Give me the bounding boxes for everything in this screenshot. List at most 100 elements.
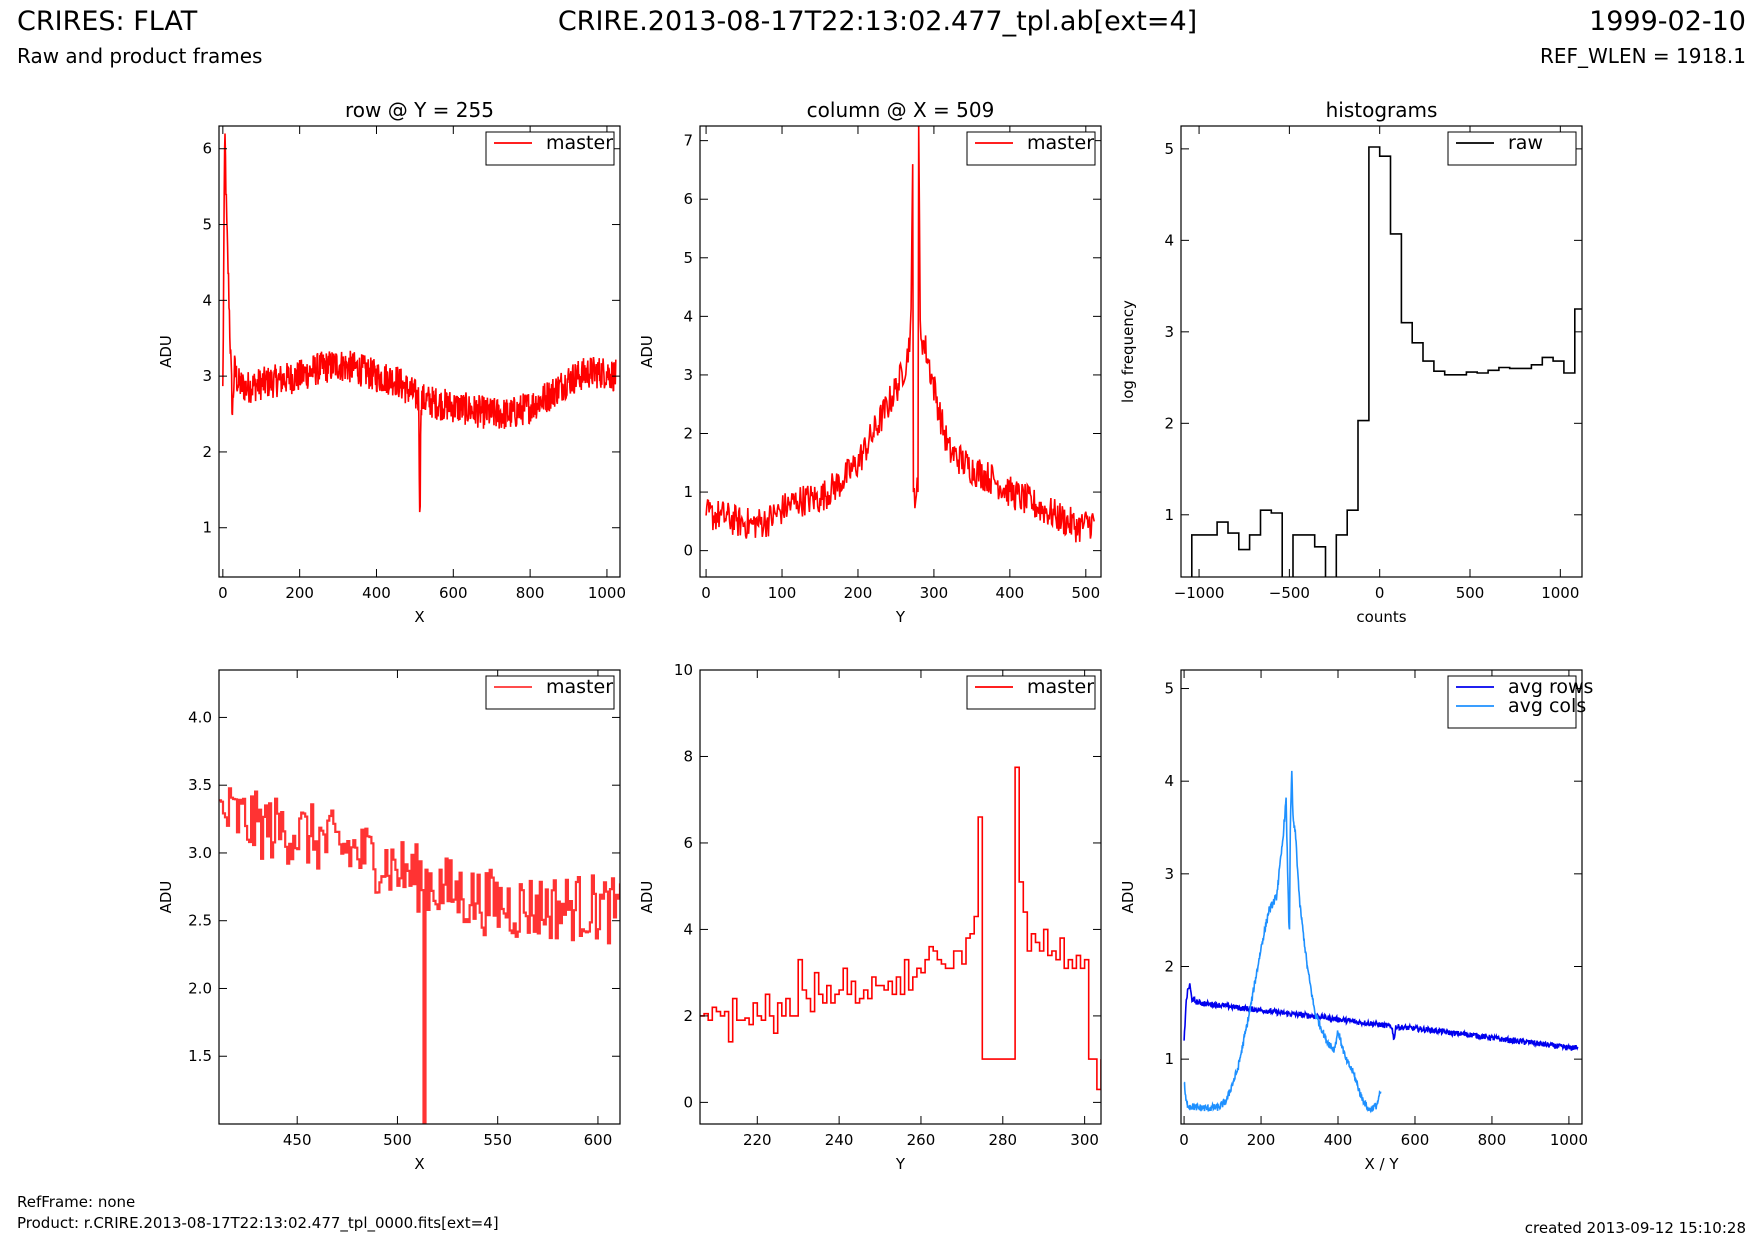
legend-label: avg cols [1508, 695, 1586, 717]
series-line-1 [1191, 146, 1582, 577]
x-tick-label: 500 [383, 1131, 412, 1149]
legend-label: master [1027, 132, 1094, 154]
x-axis-label: counts [1356, 608, 1406, 626]
x-tick-label: 600 [584, 1131, 613, 1149]
x-tick-label: 300 [1070, 1131, 1099, 1149]
x-tick-label: 300 [920, 584, 949, 602]
legend-label: raw [1508, 132, 1543, 154]
legend-label: master [546, 676, 613, 698]
page-subtitle: Raw and product frames [17, 44, 263, 68]
y-tick-label: 3 [1164, 865, 1174, 883]
product-label: Product: r.CRIRE.2013-08-17T22:13:02.477… [17, 1214, 499, 1232]
y-tick-label: 4 [683, 307, 693, 325]
y-tick-label: 5 [683, 249, 693, 267]
y-tick-label: 4 [202, 291, 212, 309]
x-tick-label: 220 [743, 1131, 772, 1149]
x-tick-label: 240 [825, 1131, 854, 1149]
series-line-2 [1183, 770, 1382, 1114]
legend-box [485, 675, 615, 710]
plot-frame [1180, 669, 1583, 1125]
x-tick-label: 100 [768, 584, 797, 602]
y-tick-label: 4 [1164, 231, 1174, 249]
plot-area [222, 133, 617, 513]
legend: master [966, 131, 1096, 166]
y-tick-label: 6 [683, 834, 693, 852]
legend-box [966, 131, 1096, 166]
y-axis-label: ADU [157, 881, 175, 914]
legend: raw [1447, 131, 1577, 166]
ref-wlen-label: REF_WLEN = 1918.1 [1539, 44, 1746, 68]
y-tick-label: 3 [683, 366, 693, 384]
page-title: CRIRES: FLAT [17, 6, 198, 37]
chart-panel-6: 0 200 400 600 800 1000 1 2 3 4 5 X / Y ADU avg rowsav… [1119, 669, 1593, 1173]
plot-frame [1180, 125, 1583, 578]
x-tick-label: 800 [516, 584, 545, 602]
x-tick-label: 0 [701, 584, 711, 602]
legend: master [966, 675, 1096, 710]
x-axis-label: X [414, 1155, 424, 1173]
legend-box [485, 131, 615, 166]
x-tick-label: 200 [285, 584, 314, 602]
legend-label: master [546, 132, 613, 154]
x-axis-label: Y [895, 608, 906, 626]
plot-frame [218, 669, 621, 1125]
chart-panel-1: 0 200 400 600 800 1000 1 2 3 4 5 6 row @ Y = 255 X ADU… [157, 98, 626, 626]
y-axis-label: ADU [638, 881, 656, 914]
created-label: created 2013-09-12 15:10:28 [1524, 1219, 1746, 1237]
y-tick-label: 7 [683, 132, 693, 150]
plot-area [1191, 146, 1582, 577]
chart-title: row @ Y = 255 [345, 98, 494, 122]
y-tick-label: 4 [1164, 772, 1174, 790]
y-tick-label: 6 [683, 190, 693, 208]
y-tick-label: 3 [1164, 323, 1174, 341]
series-line-1 [700, 766, 1101, 1091]
chart-panel-2: 0 100 200 300 400 500 0 1 2 3 4 5 6 7 column @ X = 509… [638, 98, 1102, 626]
y-axis-label: ADU [1119, 881, 1137, 914]
y-tick-label: 2 [1164, 414, 1174, 432]
x-tick-label: 1000 [588, 584, 626, 602]
date-label: 1999-02-10 [1589, 6, 1746, 37]
x-tick-label: 260 [907, 1131, 936, 1149]
y-tick-label: 2 [202, 443, 212, 461]
x-tick-label: 0 [218, 584, 228, 602]
y-tick-label: 1 [202, 519, 212, 537]
y-tick-label: 0 [683, 542, 693, 560]
x-tick-label: 400 [1324, 1131, 1353, 1149]
chart-panel-3: −1000 −500 0 500 1000 1 2 3 4 5 histograms counts lo… [1119, 98, 1583, 626]
plot-frame [218, 125, 621, 578]
chart-panel-5: 220 240 260 280 300 0 2 4 6 8 10 Y ADU master [638, 661, 1102, 1173]
legend-box [1447, 131, 1577, 166]
chart-title: column @ X = 509 [807, 98, 995, 122]
y-axis-label: ADU [157, 335, 175, 368]
y-tick-label: 5 [1164, 680, 1174, 698]
series-line-1 [705, 126, 1095, 543]
legend-label: master [1027, 676, 1094, 698]
y-tick-label: 4.0 [188, 708, 212, 726]
legend: master [485, 675, 615, 710]
x-tick-label: 1000 [1541, 584, 1579, 602]
y-tick-label: 3.0 [188, 844, 212, 862]
x-tick-label: 600 [439, 584, 468, 602]
series-line-1 [222, 133, 617, 513]
y-tick-label: 1 [683, 483, 693, 501]
y-tick-label: 1 [1164, 1050, 1174, 1068]
y-tick-label: 2 [683, 1007, 693, 1025]
y-tick-label: 8 [683, 747, 693, 765]
refframe-label: RefFrame: none [17, 1193, 136, 1211]
plot-area [705, 126, 1095, 543]
x-tick-label: 500 [1456, 584, 1485, 602]
x-tick-label: 280 [988, 1131, 1017, 1149]
x-axis-label: X [414, 608, 424, 626]
y-tick-label: 1 [1164, 506, 1174, 524]
legend-label: avg rows [1508, 676, 1593, 698]
y-tick-label: 6 [202, 140, 212, 158]
y-tick-label: 3 [202, 367, 212, 385]
y-tick-label: 4 [683, 920, 693, 938]
y-tick-label: 2.0 [188, 979, 212, 997]
x-tick-label: 400 [362, 584, 391, 602]
y-tick-label: 10 [674, 661, 693, 679]
x-tick-label: 200 [844, 584, 873, 602]
frame-name: CRIRE.2013-08-17T22:13:02.477_tpl.ab[ext… [557, 6, 1198, 37]
